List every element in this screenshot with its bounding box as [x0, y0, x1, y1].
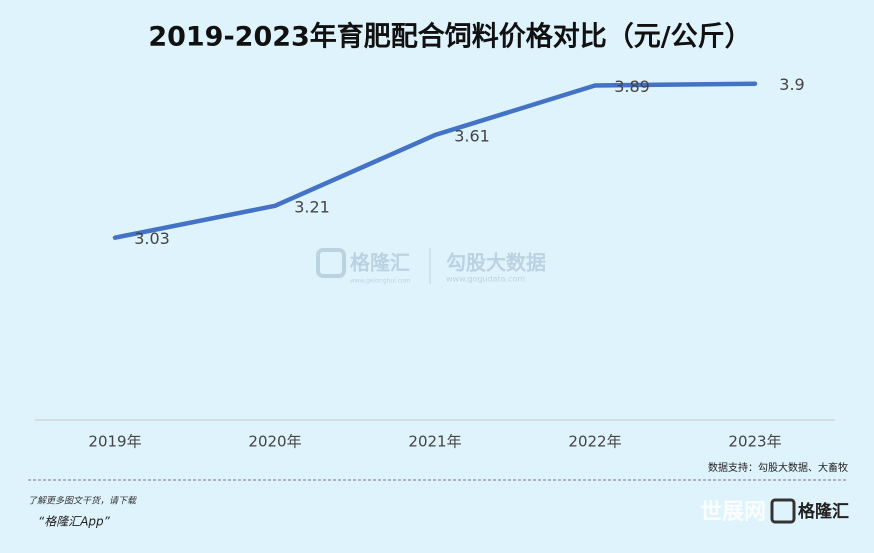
line: [112, 81, 758, 240]
data-label: 3.21: [294, 197, 330, 216]
x-tick-label: 2020年: [248, 433, 301, 451]
footer-app: “格隆汇App”: [38, 515, 111, 529]
source: 数据支持：勾股大数据、大畜牧: [708, 461, 848, 474]
data-label: 3.89: [614, 77, 650, 96]
x-tick-label: 2023年: [728, 433, 781, 451]
data-label: 3.03: [134, 229, 170, 248]
corner-logo-icon: [770, 498, 796, 524]
x-tick-label: 2022年: [568, 433, 621, 451]
data-label: 3.61: [454, 127, 490, 146]
x-tick-label: 2021年: [408, 433, 461, 451]
watermark-icon: [316, 248, 346, 278]
corner-mark: 世展网: [700, 500, 766, 525]
watermark-url: www.gelonghui.com: [350, 278, 411, 285]
corner-logo: 格隆汇: [798, 501, 849, 522]
watermark-text: 格隆汇: [350, 251, 410, 275]
x-tick-label: 2019年: [88, 433, 141, 451]
data-label: 3.9: [779, 75, 804, 94]
chart-title: 2019-2023年育肥配合饲料价格对比（元/公斤）: [148, 21, 751, 53]
watermark: 格隆汇 www.gelonghui.com 勾股大数据 www.gogudata…: [316, 248, 546, 285]
watermark-url: www.gogudata.com: [446, 275, 525, 284]
watermark-text: 勾股大数据: [446, 251, 546, 275]
footer-note: 了解更多图文干货，请下载: [28, 496, 137, 507]
